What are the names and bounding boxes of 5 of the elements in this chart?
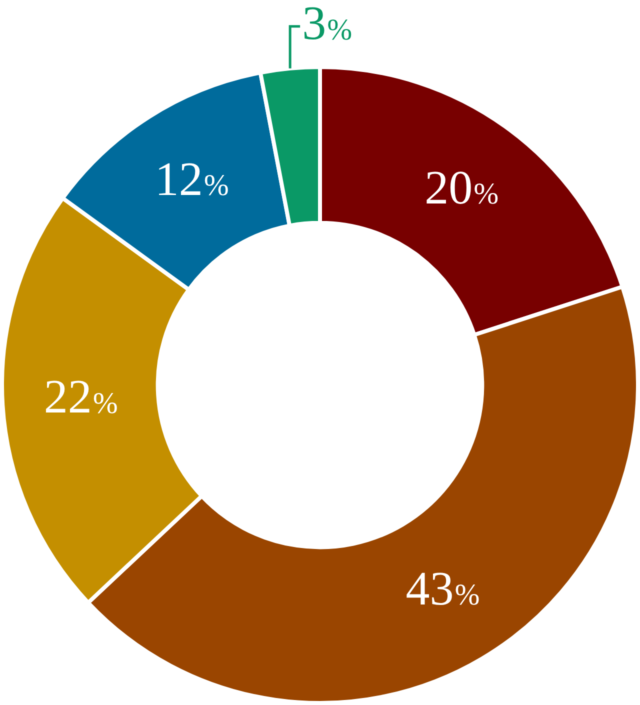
data-label: 43% [406, 562, 480, 616]
data-label: 20% [424, 161, 499, 214]
data-label: 3% [302, 0, 352, 50]
data-label: 12% [154, 152, 229, 206]
data-label: 22% [44, 370, 118, 424]
